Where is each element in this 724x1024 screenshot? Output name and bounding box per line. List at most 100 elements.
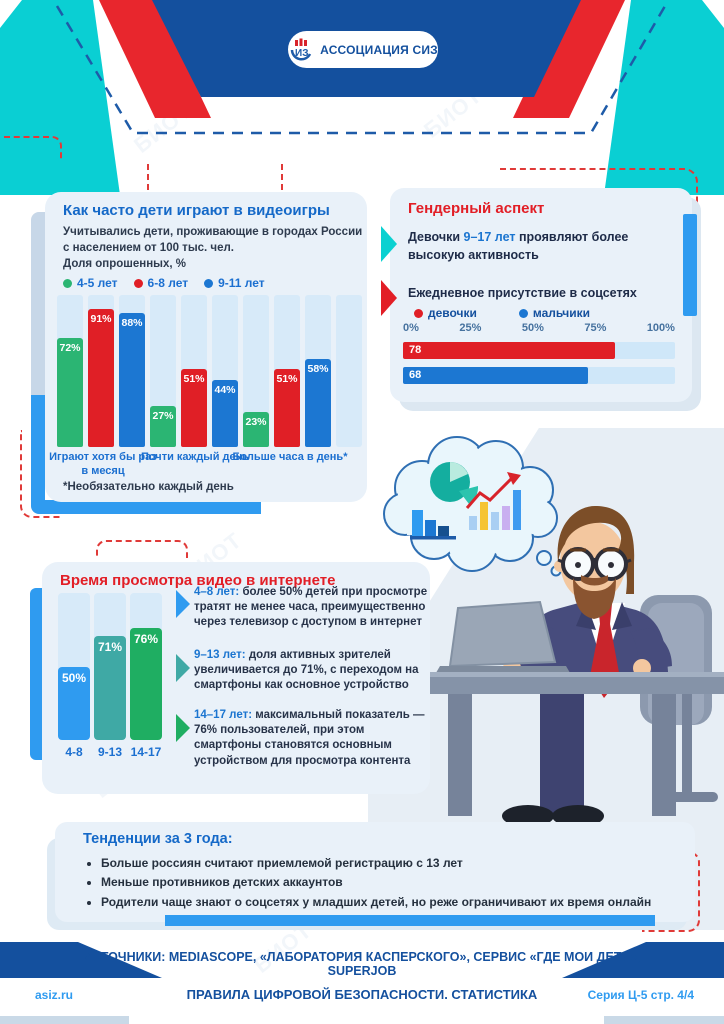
legend-item-6-8: 6-8 лет	[133, 276, 189, 290]
gender-panel-accent-blue	[683, 214, 697, 316]
gender-panel: Гендерный аспект Девочки 9–17 лет проявл…	[381, 188, 692, 402]
legend-label: 9-11 лет	[218, 276, 265, 290]
logo-text: АССОЦИАЦИЯ СИЗ	[320, 42, 438, 57]
bar-value: 51%	[276, 373, 298, 386]
red-dot-icon	[133, 278, 143, 288]
girls-bar-track: 78	[403, 342, 675, 359]
sources-text: ИСТОЧНИКИ: MEDIASCOPE, «ЛАБОРАТОРИЯ КАСП…	[83, 950, 641, 978]
point-highlight: 9–17 лет	[463, 230, 516, 244]
time-block-9-13: 9–13 лет: доля активных зрителей увеличи…	[194, 648, 432, 694]
blue-dot-icon	[204, 278, 214, 288]
group-label-hour: Больше часа в день*	[229, 451, 351, 465]
dashed-decor	[500, 168, 698, 348]
growth-chart-icon	[465, 472, 521, 530]
red-dot-icon	[414, 308, 423, 318]
age-label: 14–17 лет:	[194, 709, 253, 721]
group-label-line: Больше часа в день*	[232, 451, 348, 463]
shoe	[552, 805, 604, 827]
axis-tick: 75%	[584, 322, 607, 334]
bar-age-9-13: 71%	[94, 635, 126, 740]
boys-bar-value: 68	[409, 369, 422, 381]
bar-4-5-monthly: 72%	[57, 337, 83, 447]
desk-leg	[448, 694, 472, 816]
blue-arrow-icon	[176, 590, 190, 618]
axis-tick: 50%	[521, 322, 544, 334]
thought-bubble-dot	[536, 550, 552, 566]
axis-tick: 25%	[459, 322, 482, 334]
bar-6-8-daily: 51%	[181, 369, 207, 447]
block-text: доля активных зрителей увеличивается до …	[194, 649, 419, 692]
age-label: 4–8 лет:	[194, 586, 240, 598]
group-label-monthly: Играют хотя бы раз в месяц	[45, 451, 161, 479]
bar-value: 58%	[307, 362, 329, 375]
mustache	[581, 575, 608, 586]
red-arrow-icon	[381, 280, 397, 316]
footer-strip-left	[0, 1016, 129, 1024]
chart-column: 76%	[130, 593, 162, 740]
bar-6-8-monthly: 91%	[88, 308, 114, 447]
red-band-right	[513, 0, 625, 118]
svg-text:ИЗ: ИЗ	[295, 48, 308, 59]
chart-column: 51%	[181, 295, 207, 447]
hair	[557, 506, 635, 594]
chart-column: 71%	[94, 593, 126, 740]
trend-item: Больше россиян считают приемлемой регист…	[101, 854, 651, 873]
gender-point-2: Ежедневное присутствие в соцсетях	[408, 286, 637, 300]
dashed-decor	[281, 164, 283, 190]
shoe	[502, 805, 554, 827]
bar-9-11-monthly: 88%	[119, 313, 145, 447]
bar-4-5-daily: 27%	[150, 405, 176, 447]
chair-pole	[682, 694, 692, 794]
bar-age-4-8: 50%	[58, 666, 90, 740]
games-panel-subtitle-2: с населением от 100 тыс. чел.	[63, 242, 234, 254]
bar-value: 88%	[121, 317, 143, 330]
chart-column: 58%	[305, 295, 331, 447]
footer-site-link[interactable]: asiz.ru	[35, 988, 74, 1002]
group-label-line: в месяц	[81, 464, 125, 477]
gender-point-1: Девочки 9–17 лет проявляют более высокую…	[408, 228, 660, 264]
laptop-screen	[448, 600, 557, 668]
group-label-line: Играют хотя бы раз	[49, 451, 157, 463]
man-legs	[540, 690, 584, 818]
games-panel-accent-blue	[31, 395, 45, 514]
bar-age-14-17: 76%	[130, 628, 162, 740]
chart-column: 23%	[243, 295, 269, 447]
chart-column: 88%	[119, 295, 145, 447]
cyan-band-right	[604, 0, 724, 195]
beard	[573, 578, 616, 619]
trend-item: Родители чаще знают о соцсетях у младших…	[101, 893, 651, 912]
time-block-4-8: 4–8 лет: более 50% детей при просмотре т…	[194, 585, 432, 631]
group-label-daily: Почти каждый день	[137, 451, 253, 465]
trends-panel-title: Тенденции за 3 года:	[83, 831, 233, 847]
dashed-decor	[147, 164, 149, 190]
man-at-desk-illustration	[426, 506, 724, 827]
legend-label: 6-8 лет	[147, 276, 189, 290]
bar-9-11-daily: 44%	[212, 380, 238, 447]
bar-chart-icon	[410, 510, 456, 540]
chart-column: 72%	[57, 295, 83, 447]
chart-column: 44%	[212, 295, 238, 447]
red-band-left	[99, 0, 211, 118]
games-panel-accent-blue-bottom	[45, 500, 261, 514]
footer-strip-right	[604, 1016, 724, 1024]
association-logo-icon: ИЗ	[290, 38, 312, 60]
chart-column: 27%	[150, 295, 176, 447]
footer-title: ПРАВИЛА ЦИФРОВОЙ БЕЗОПАСНОСТИ. СТАТИСТИК…	[186, 987, 538, 1002]
trends-panel-accent-blue	[165, 915, 655, 926]
girls-bar-value: 78	[409, 344, 422, 356]
trends-panel: Тенденции за 3 года: Больше россиян счит…	[55, 822, 695, 922]
dashed-decor	[96, 540, 188, 558]
games-panel-accent-gray	[31, 212, 45, 402]
bar-value: 51%	[183, 373, 205, 386]
bar-value: 71%	[97, 639, 123, 654]
bar-value: 27%	[152, 409, 174, 422]
percent-axis: 0% 25% 50% 75% 100%	[403, 322, 675, 334]
time-block-14-17: 14–17 лет: максимальный показатель — 76%…	[194, 708, 432, 769]
gender-legend: девочки мальчики	[414, 306, 590, 320]
thought-cloud	[383, 436, 562, 577]
bar-value: 91%	[90, 312, 112, 325]
lapel-left	[576, 602, 596, 630]
boys-bar	[403, 367, 588, 384]
axis-tick: 100%	[646, 322, 675, 334]
games-panel-subtitle-1: Учитывались дети, проживающие в городах …	[63, 226, 363, 238]
